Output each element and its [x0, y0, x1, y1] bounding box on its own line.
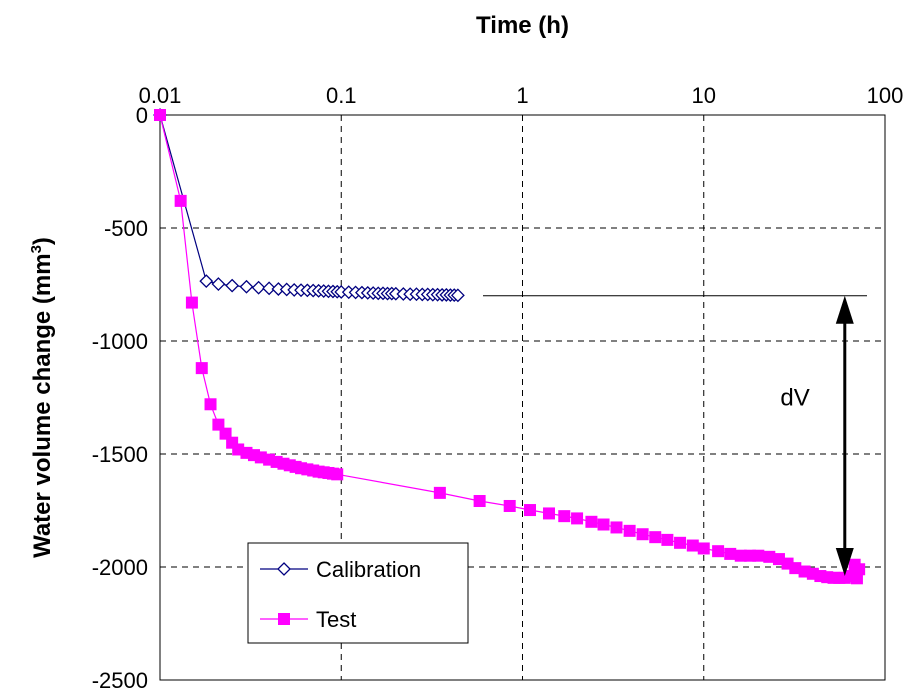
y-axis-title-superscript: 3 [28, 245, 45, 253]
data-point-calibration [450, 288, 465, 303]
data-point-test [789, 562, 802, 575]
dv-arrow-head-bottom [835, 548, 854, 577]
data-point-test [636, 528, 649, 541]
data-point-test [649, 531, 662, 544]
data-point-calibration [239, 279, 254, 294]
y-axis-title-main: Water volume change (mm [29, 253, 56, 558]
data-point-test [734, 549, 747, 562]
data-point-test [154, 109, 166, 121]
x-axis-title: Time (h) [476, 12, 569, 39]
data-point-test [697, 542, 710, 555]
data-point-test [558, 510, 571, 523]
x-tick-label: 1 [516, 83, 528, 108]
y-axis-title-close: ) [29, 237, 56, 245]
annotation-layer: dV [483, 295, 867, 577]
y-tick-label: -500 [104, 216, 148, 241]
y-axis-title: Water volume change (mm3) [28, 237, 56, 558]
data-point-test [623, 524, 636, 537]
x-tick-label: 10 [692, 83, 716, 108]
y-tick-label: 0 [136, 103, 148, 128]
data-point-calibration [211, 277, 226, 291]
series-test [154, 109, 866, 585]
data-point-test [724, 547, 737, 560]
data-point-test [503, 499, 516, 512]
series-calibration [153, 108, 465, 303]
series-layer [153, 108, 866, 585]
tick-labels: 0.01 0.1 1 10 100 0 -500 -1000 -1500 -2000 -2500 [92, 83, 904, 693]
data-point-test [752, 549, 765, 562]
data-point-calibration [225, 278, 240, 293]
y-tick-label: -1000 [92, 329, 148, 354]
dv-annotation-label: dV [780, 385, 809, 412]
data-point-test [542, 507, 555, 520]
data-point-test [853, 563, 866, 576]
legend-label-test: Test [316, 607, 356, 632]
legend-item-calibration: Calibration [260, 557, 421, 582]
y-tick-label: -1500 [92, 442, 148, 467]
data-point-test [204, 398, 217, 411]
data-point-test [433, 486, 446, 499]
legend-label-calibration: Calibration [316, 557, 421, 582]
y-tick-label: -2000 [92, 555, 148, 580]
data-point-calibration [251, 280, 266, 295]
dv-arrow-head-top [835, 295, 854, 324]
data-point-test [597, 518, 610, 531]
data-point-test [195, 362, 208, 375]
data-point-test [219, 427, 232, 440]
data-point-test [571, 512, 584, 525]
data-point-test [763, 550, 776, 563]
data-point-test [686, 539, 699, 552]
series-line-calibration [159, 114, 458, 296]
y-tick-label: -2500 [92, 668, 148, 693]
data-point-test [174, 194, 187, 207]
x-tick-label: 100 [867, 83, 904, 108]
data-point-test [610, 521, 623, 534]
data-point-calibration [262, 281, 277, 296]
legend-box [247, 542, 469, 644]
x-tick-label: 0.01 [139, 83, 182, 108]
legend-marker-calibration [277, 562, 291, 576]
data-point-calibration [199, 274, 214, 289]
data-point-test [185, 296, 198, 309]
data-point-test [674, 536, 687, 549]
data-point-test [850, 572, 863, 585]
data-point-test [585, 515, 598, 528]
data-point-test [712, 545, 725, 558]
data-point-test [661, 533, 674, 546]
legend-marker-test [278, 613, 290, 625]
plot-area-frame [159, 114, 886, 681]
data-point-test [473, 495, 486, 508]
data-point-test [524, 504, 537, 517]
data-point-test [331, 468, 344, 481]
data-point-test [212, 418, 225, 431]
legend-item-test: Test [260, 607, 356, 632]
legend: Calibration Test [247, 542, 469, 644]
x-tick-label: 0.1 [326, 83, 357, 108]
